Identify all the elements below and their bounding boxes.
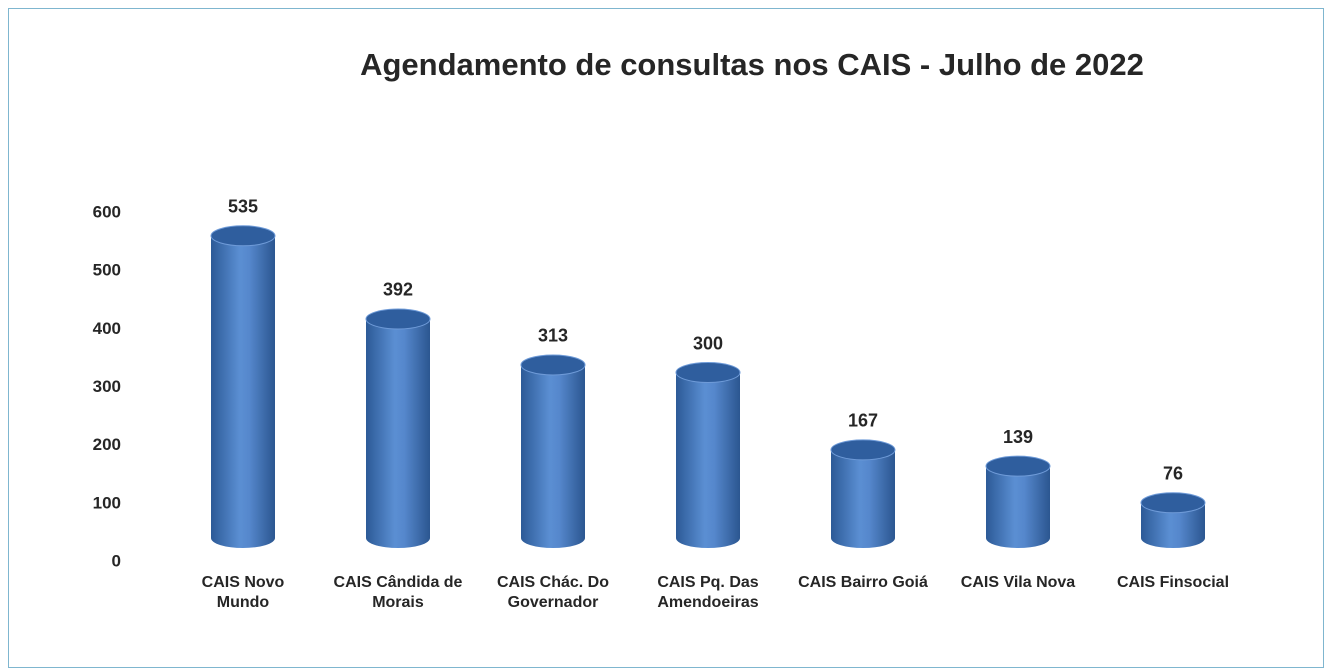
x-tick-label: CAIS Vila Nova xyxy=(960,574,1076,591)
y-tick-label: 200 xyxy=(93,435,121,454)
bar xyxy=(365,308,431,548)
y-tick-label: 0 xyxy=(112,551,121,570)
value-label: 313 xyxy=(538,326,568,346)
cylinder-top xyxy=(675,362,741,383)
cylinder-body xyxy=(521,364,585,548)
cylinder-body xyxy=(676,372,740,548)
cylinder-top xyxy=(520,354,586,376)
chart: Agendamento de consultas nos CAIS - Julh… xyxy=(93,47,1206,570)
bar xyxy=(210,225,276,548)
chart-title: Agendamento de consultas nos CAIS - Julh… xyxy=(360,47,1144,82)
cylinder-top xyxy=(365,308,431,330)
bar xyxy=(520,354,586,548)
y-tick-label: 500 xyxy=(93,261,121,280)
x-tick-label: CAIS Novo Mundo xyxy=(201,574,285,611)
bar xyxy=(675,362,741,548)
cylinder-top xyxy=(1140,492,1206,514)
bar xyxy=(1140,492,1206,548)
page: Agendamento de consultas nos CAIS - Julh… xyxy=(8,8,1324,668)
bar xyxy=(985,455,1051,548)
cylinder-body xyxy=(986,466,1050,548)
x-tick-label: CAIS Chác. Do Governador xyxy=(496,574,609,611)
value-label: 76 xyxy=(1163,464,1183,484)
cylinder-body xyxy=(831,449,895,548)
cylinder-body xyxy=(211,235,275,548)
cylinder-body xyxy=(366,318,430,548)
value-label: 167 xyxy=(848,411,878,431)
cylinder-top xyxy=(210,225,276,247)
cylinder-body xyxy=(1141,502,1205,548)
value-label: 535 xyxy=(228,197,258,217)
y-tick-label: 600 xyxy=(93,202,121,221)
x-tick-label: CAIS Cândida de Morais xyxy=(333,574,463,611)
x-tick-label: CAIS Pq. Das Amendoeiras xyxy=(657,574,759,611)
x-tick-label: CAIS Bairro Goiá xyxy=(798,574,928,591)
cylinder-top xyxy=(985,455,1051,477)
x-tick-label: CAIS Finsocial xyxy=(1116,574,1230,591)
value-label: 392 xyxy=(383,280,413,300)
cylinder-top xyxy=(830,439,896,461)
value-label: 139 xyxy=(1003,427,1033,447)
value-label: 300 xyxy=(693,333,723,353)
y-tick-label: 100 xyxy=(93,493,121,512)
y-tick-label: 400 xyxy=(93,319,121,338)
y-tick-label: 300 xyxy=(93,377,121,396)
bar xyxy=(830,439,896,548)
